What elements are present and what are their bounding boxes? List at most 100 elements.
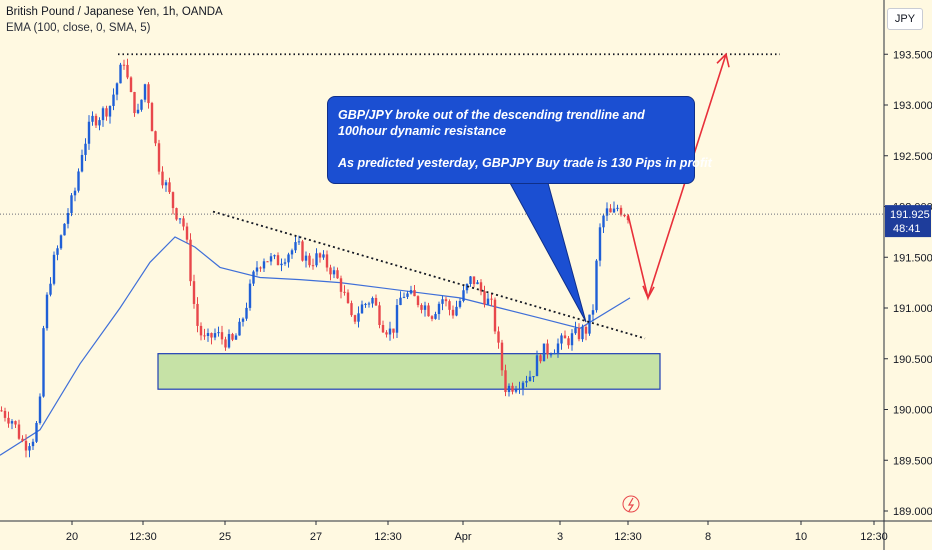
indicator-label[interactable]: EMA (100, close, 0, SMA, 5) <box>6 22 151 34</box>
candle <box>122 59 126 70</box>
candle <box>451 305 455 319</box>
candle <box>444 296 448 307</box>
candle-body <box>427 305 430 317</box>
price-tick-label: 190.000 <box>893 405 932 417</box>
candle-body <box>626 216 630 221</box>
candle-body <box>581 326 584 340</box>
candle <box>469 275 472 287</box>
currency-button[interactable]: JPY <box>887 8 923 30</box>
candle <box>528 370 532 382</box>
candle <box>539 354 542 364</box>
candle-body <box>196 303 199 326</box>
candle <box>497 326 500 349</box>
candle <box>136 103 140 115</box>
candle-body <box>0 410 3 412</box>
candle-body <box>360 304 364 314</box>
candle <box>185 222 189 243</box>
candle <box>108 105 112 124</box>
candle <box>546 339 549 359</box>
candle <box>126 58 129 80</box>
time-tick-label: 27 <box>310 531 322 543</box>
candle-body <box>276 255 280 266</box>
candle-body <box>273 255 276 257</box>
candle <box>591 304 595 322</box>
candle-body <box>367 303 371 305</box>
candle <box>476 279 479 285</box>
candle-body <box>602 215 605 228</box>
candle-body <box>248 283 252 308</box>
candle <box>360 300 364 314</box>
candle <box>598 223 602 267</box>
candle-body <box>59 235 63 249</box>
candle <box>129 76 133 93</box>
candle-body <box>294 242 297 251</box>
candle-body <box>21 438 24 441</box>
candle <box>66 208 70 229</box>
candle-body <box>122 64 126 66</box>
callout-line-3: As predicted yesterday, GBPJPY Buy trade… <box>338 156 712 170</box>
candle-body <box>476 282 479 285</box>
candle-body <box>472 276 476 285</box>
candle-body <box>290 250 294 255</box>
candle-body <box>560 335 563 344</box>
candle-body <box>52 254 56 284</box>
candle-body <box>311 265 315 267</box>
candle-body <box>238 321 241 336</box>
candle-body <box>84 143 87 155</box>
candle-body <box>549 354 553 356</box>
candle-body <box>161 171 164 186</box>
candle-body <box>364 303 367 305</box>
price-tick-label: 190.500 <box>893 354 932 366</box>
candle-body <box>287 254 290 263</box>
candle-body <box>192 281 196 304</box>
candle-body <box>77 171 80 191</box>
candle-body <box>483 291 486 305</box>
candle <box>175 207 178 221</box>
candle-body <box>66 212 70 224</box>
candle <box>332 266 336 279</box>
candle-body <box>395 305 399 333</box>
candle <box>532 376 535 382</box>
candle <box>465 283 469 294</box>
candle-body <box>38 396 42 423</box>
candle <box>441 295 444 311</box>
candle-body <box>63 223 66 236</box>
candle-body <box>553 352 556 355</box>
candle-body <box>567 338 570 346</box>
candle-body <box>147 84 150 104</box>
candle <box>171 191 175 215</box>
candle <box>318 252 322 263</box>
symbol-title[interactable]: British Pound / Japanese Yen, 1h, OANDA <box>6 6 223 18</box>
candle-body <box>434 314 437 319</box>
candle <box>28 442 31 458</box>
candle <box>3 407 7 422</box>
candle <box>210 332 213 345</box>
candle <box>21 435 24 443</box>
candle-body <box>315 253 318 266</box>
candle <box>24 434 28 458</box>
candle <box>364 302 367 308</box>
candle-body <box>350 303 353 316</box>
candle-body <box>591 310 595 315</box>
candle-body <box>213 333 217 338</box>
candle-body <box>189 239 192 282</box>
candle-body <box>563 335 567 339</box>
candle <box>248 279 252 311</box>
candle-body <box>542 343 546 362</box>
candle <box>259 266 262 272</box>
candle <box>234 333 238 340</box>
candle <box>381 320 385 334</box>
time-tick-label: 10 <box>795 531 807 543</box>
candle <box>14 420 17 429</box>
candle-body <box>458 300 462 307</box>
candle-body <box>112 94 115 106</box>
candle <box>357 306 360 328</box>
candle <box>10 419 14 430</box>
candle <box>297 235 301 246</box>
candle <box>427 302 430 317</box>
candle-body <box>406 293 409 297</box>
candle <box>35 420 38 443</box>
candle <box>479 279 483 296</box>
